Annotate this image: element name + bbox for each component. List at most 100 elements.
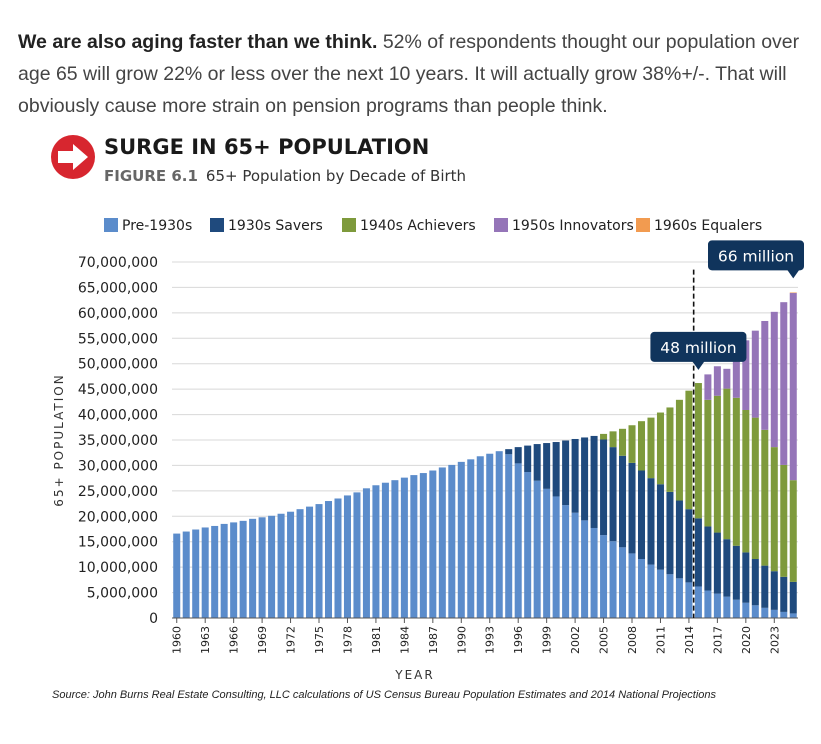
bar-pre1930s-1996 <box>514 463 522 618</box>
bar-s1940s-2020 <box>742 409 750 553</box>
bar-s1930s-2007 <box>619 455 627 548</box>
bar-pre1930s-1980 <box>362 488 370 618</box>
bar-s1940s-2019 <box>732 397 740 546</box>
x-tick-label: 2014 <box>683 626 696 654</box>
bar-s1930s-2005 <box>600 439 608 536</box>
bar-pre1930s-2010 <box>647 564 655 618</box>
x-tick-label: 1999 <box>541 626 554 654</box>
y-tick-label: 55,000,000 <box>78 331 158 347</box>
legend-swatch-pre1930s <box>104 218 118 232</box>
bar-pre1930s-1998 <box>533 480 541 618</box>
callout-pointer <box>692 361 705 370</box>
x-tick-label: 1960 <box>171 626 184 654</box>
bar-s1940s-2007 <box>619 428 627 456</box>
x-tick-label: 1987 <box>427 626 440 654</box>
x-tick-label: 2011 <box>654 626 667 654</box>
legend-swatch-s1960s <box>636 218 650 232</box>
bar-pre1930s-1973 <box>296 509 304 618</box>
x-tick-label: 1963 <box>199 626 212 654</box>
bar-s1930s-2013 <box>675 500 683 579</box>
bar-s1930s-2015 <box>694 518 702 587</box>
bar-pre1930s-1992 <box>476 456 484 618</box>
x-tick-label: 1966 <box>228 626 241 654</box>
bar-s1930s-1997 <box>524 445 532 473</box>
bar-s1940s-2022 <box>761 429 769 566</box>
bar-s1930s-2009 <box>637 470 646 559</box>
bar-pre1930s-2009 <box>637 559 646 618</box>
bar-s1930s-2020 <box>742 552 750 603</box>
bar-pre1930s-1990 <box>457 461 465 618</box>
bar-s1940s-2018 <box>723 388 731 540</box>
bar-pre1930s-1997 <box>524 472 532 618</box>
bar-s1930s-2006 <box>609 447 617 542</box>
chart-grid <box>172 261 798 594</box>
bar-pre1930s-2016 <box>704 590 712 618</box>
legend-swatch-s1930s <box>210 218 224 232</box>
bar-s1940s-2015 <box>694 383 702 519</box>
y-tick-label: 65,000,000 <box>78 280 158 296</box>
bar-pre1930s-2025 <box>789 613 797 618</box>
y-tick-label: 45,000,000 <box>78 382 158 398</box>
bar-s1930s-2000 <box>552 442 560 497</box>
chart-legend: Pre-1930s 1930s Savers 1940s Achievers 1950… <box>104 218 762 234</box>
bar-pre1930s-1985 <box>410 475 418 618</box>
y-tick-label: 35,000,000 <box>78 433 158 449</box>
bar-pre1930s-1960 <box>173 533 181 618</box>
bar-s1950s-2017 <box>713 366 721 396</box>
bar-s1930s-2016 <box>704 526 712 591</box>
bar-s1940s-2008 <box>628 425 636 463</box>
bar-pre1930s-1972 <box>287 511 295 618</box>
x-tick-label: 2023 <box>768 626 781 654</box>
x-tick-label: 1996 <box>512 626 525 654</box>
bar-s1930s-2002 <box>571 438 579 513</box>
bar-pre1930s-1994 <box>495 451 503 618</box>
bar-s1940s-2025 <box>789 480 797 582</box>
bar-pre1930s-1988 <box>438 467 446 618</box>
intro-text: 52% of respondents thought our populatio… <box>18 31 800 117</box>
bar-s1940s-2009 <box>637 421 646 471</box>
x-tick-label: 1981 <box>370 626 383 654</box>
source-note: Source: John Burns Real Estate Consultin… <box>52 689 717 701</box>
x-tick-label: 1972 <box>285 626 298 654</box>
bar-pre1930s-1995 <box>505 454 513 618</box>
legend-label-pre1930s: Pre-1930s <box>122 218 192 234</box>
x-tick-label: 1969 <box>256 626 269 654</box>
y-tick-label: 5,000,000 <box>87 586 158 602</box>
intro-bold: We are also aging faster than we think. <box>18 31 378 53</box>
red-circle-arrow-icon <box>51 135 95 179</box>
bar-s1930s-2018 <box>723 539 731 597</box>
bar-pre1930s-2000 <box>552 496 560 618</box>
y-tick-label: 70,000,000 <box>78 255 158 271</box>
bar-pre1930s-1969 <box>258 517 266 618</box>
x-axis-label: YEAR <box>394 668 434 682</box>
bar-pre1930s-1968 <box>249 518 257 618</box>
bar-pre1930s-2011 <box>656 569 664 618</box>
bar-s1940s-2017 <box>713 395 721 533</box>
bar-s1930s-2017 <box>713 532 721 594</box>
legend-swatch-s1940s <box>342 218 356 232</box>
callout-2: 66 million <box>708 240 804 279</box>
bar-s1940s-2011 <box>656 412 664 485</box>
figure-subtitle: FIGURE 6.1 65+ Population by Decade of Bi… <box>104 167 466 185</box>
bar-pre1930s-2023 <box>770 609 778 618</box>
bar-s1930s-2008 <box>628 462 636 554</box>
bar-pre1930s-2007 <box>619 547 627 618</box>
x-tick-label: 1990 <box>455 626 468 654</box>
bar-pre1930s-1987 <box>429 470 437 618</box>
bar-s1950s-2024 <box>780 302 788 465</box>
bar-s1950s-2021 <box>751 330 759 418</box>
bar-s1930s-2001 <box>562 440 570 506</box>
bar-s1930s-2012 <box>666 491 674 575</box>
bar-pre1930s-1999 <box>543 488 551 618</box>
bar-pre1930s-1976 <box>324 501 333 618</box>
bar-pre1930s-1989 <box>448 464 456 618</box>
bar-pre1930s-1993 <box>486 453 494 618</box>
y-tick-label: 60,000,000 <box>78 306 158 322</box>
y-tick-label: 30,000,000 <box>78 458 158 474</box>
bar-s1940s-2010 <box>647 417 655 479</box>
bar-pre1930s-1961 <box>182 531 190 618</box>
bar-pre1930s-1977 <box>334 498 342 618</box>
bar-pre1930s-2017 <box>713 593 721 618</box>
bar-s1930s-2024 <box>780 576 788 612</box>
